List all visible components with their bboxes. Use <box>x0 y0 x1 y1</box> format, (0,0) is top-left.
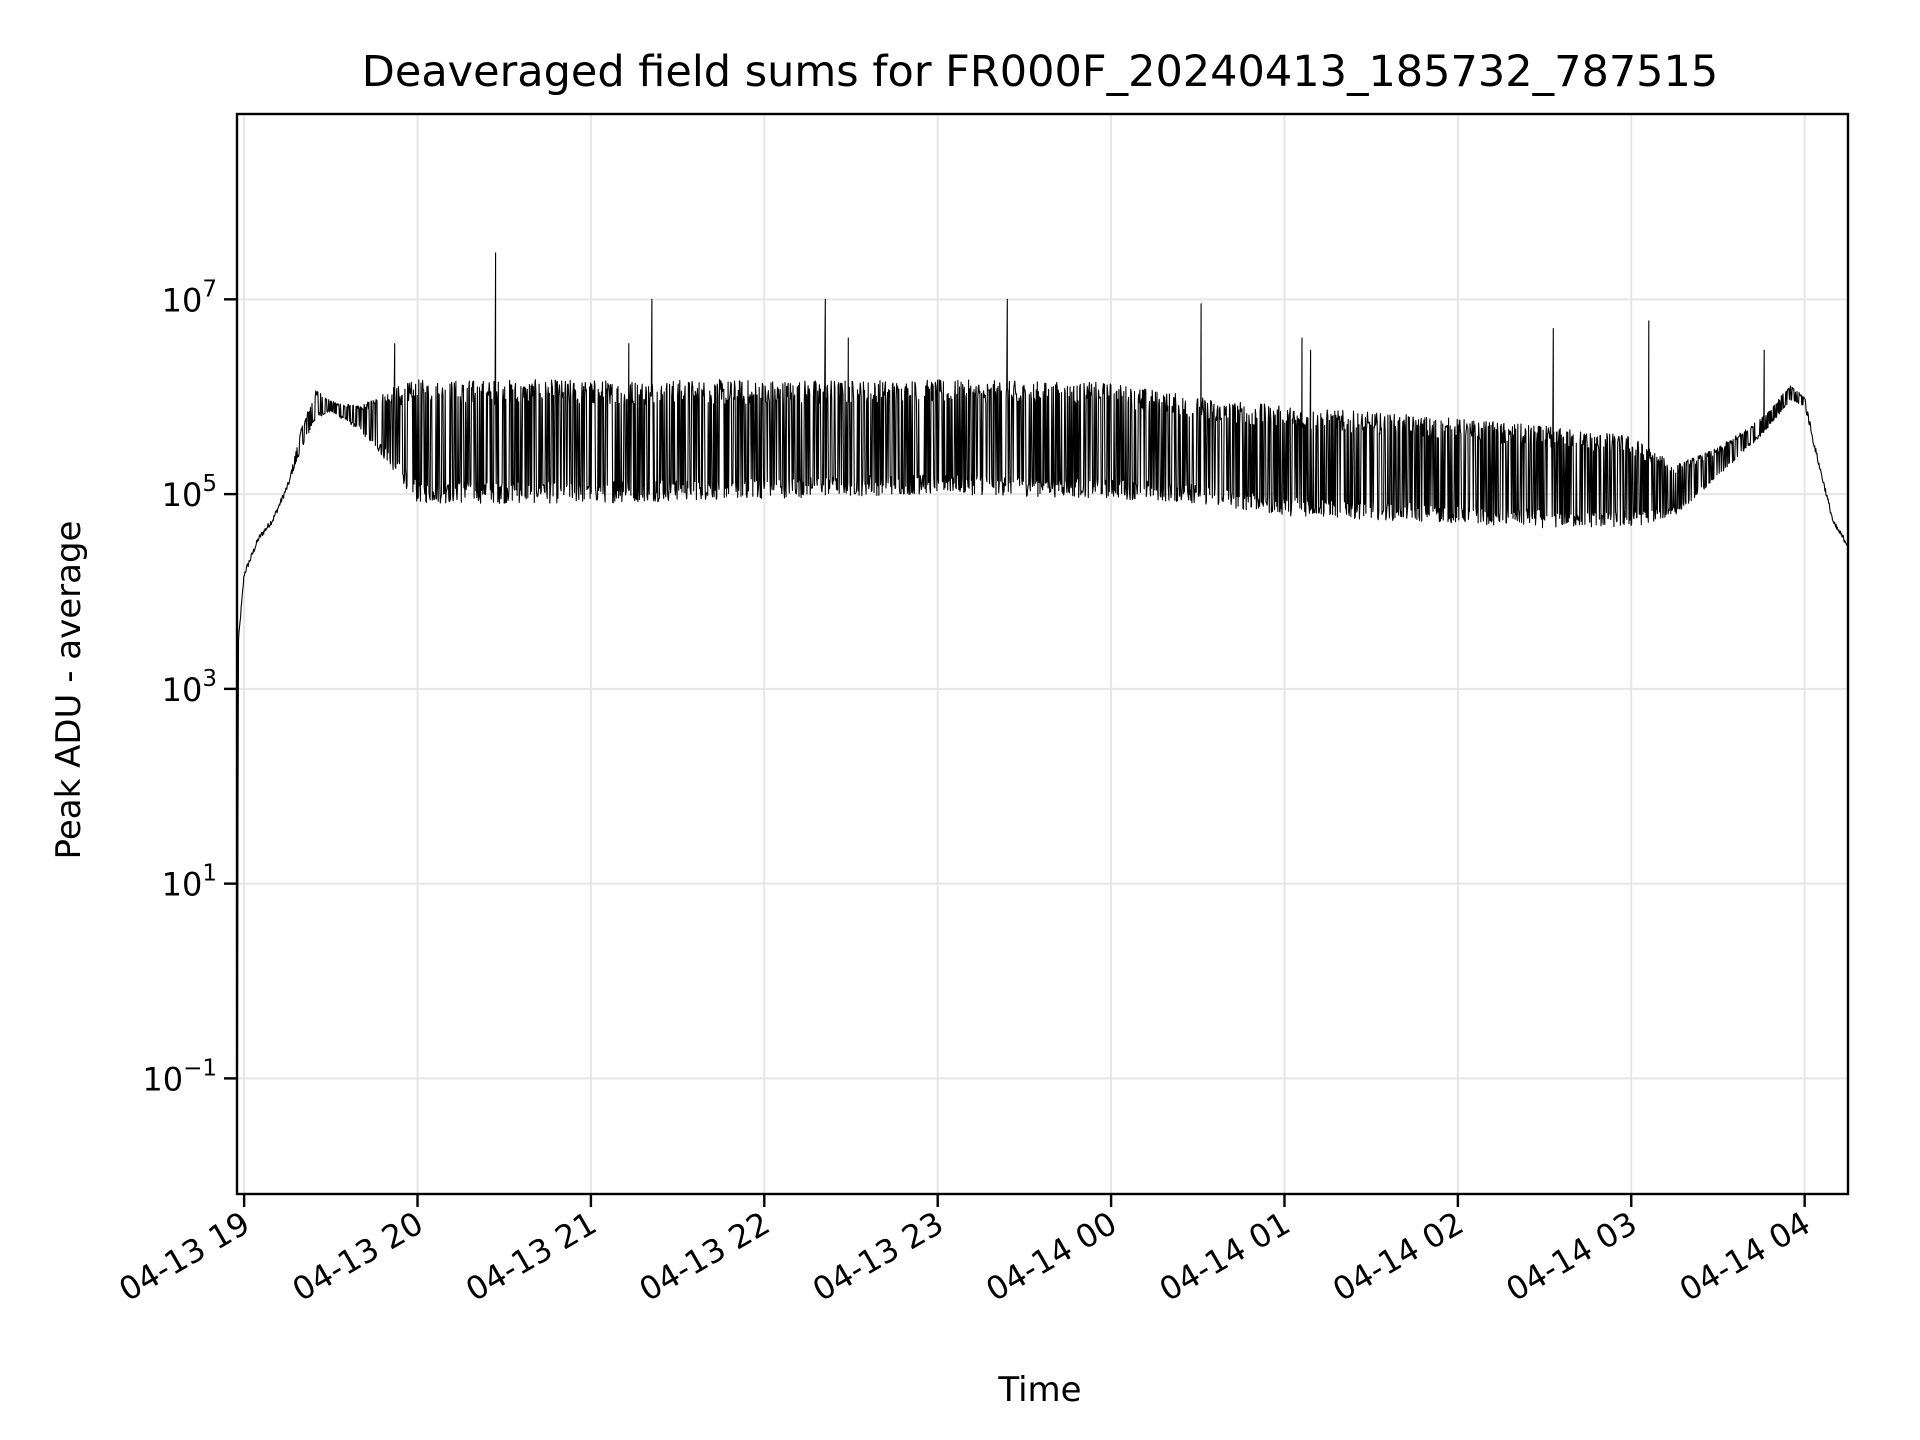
y-tick-label: 105 <box>162 471 217 514</box>
y-tick-label: 10−1 <box>142 1055 217 1098</box>
plot-frame <box>235 112 1850 1196</box>
y-tick-label: 101 <box>162 861 217 904</box>
y-tick-label: 107 <box>162 276 217 319</box>
y-axis: 10−1 101 103 105 107 <box>142 276 237 1098</box>
series-group <box>236 252 1849 1100</box>
y-tick-label: 103 <box>162 666 217 709</box>
x-axis-title: Time <box>997 1370 1081 1410</box>
grid <box>237 114 1848 1194</box>
series-line <box>236 252 1849 1100</box>
chart-title: Deaveraged field sums for FR000F_2024041… <box>362 47 1719 97</box>
y-axis-title: Peak ADU - average <box>49 521 89 860</box>
